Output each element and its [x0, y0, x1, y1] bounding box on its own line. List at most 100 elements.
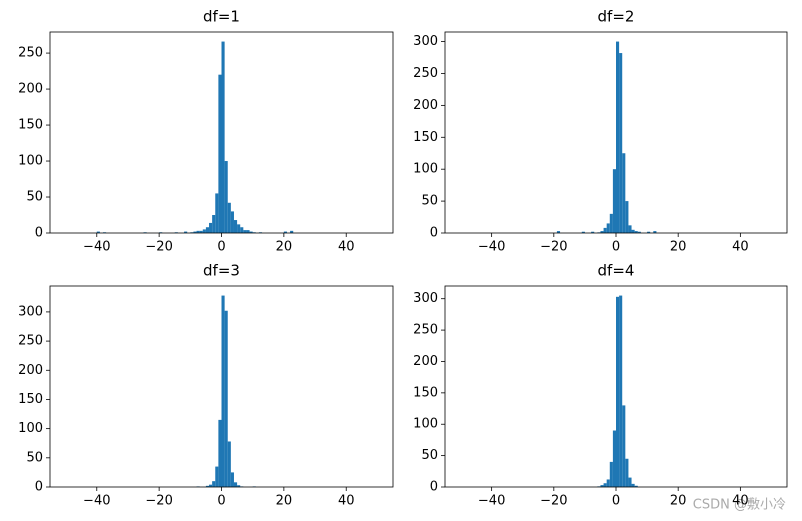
x-tick-label: 40: [338, 494, 355, 509]
bar: [237, 224, 241, 233]
bar: [218, 419, 222, 487]
y-tick-label: 100: [18, 421, 43, 436]
bar: [603, 227, 607, 233]
x-tick-label: −20: [540, 240, 567, 255]
bar: [240, 227, 244, 233]
bar: [212, 481, 216, 487]
y-tick-label: 150: [413, 130, 438, 145]
bar: [637, 231, 641, 233]
subplot-title: df=3: [203, 262, 240, 280]
bar: [230, 472, 234, 487]
subplot-title: df=1: [203, 8, 240, 26]
bar: [218, 74, 222, 233]
x-tick-label: −20: [145, 240, 172, 255]
bar: [290, 230, 294, 233]
bar: [628, 477, 632, 487]
y-tick-label: 250: [413, 323, 438, 338]
bar: [609, 461, 613, 487]
x-tick-label: 0: [217, 494, 225, 509]
bar: [647, 231, 651, 233]
x-tick-label: −40: [83, 240, 110, 255]
bar: [625, 458, 629, 487]
y-tick-label: 300: [413, 34, 438, 49]
bar: [609, 213, 613, 233]
x-tick-label: 20: [670, 240, 687, 255]
y-tick-label: 200: [18, 363, 43, 378]
bar: [619, 295, 623, 487]
x-tick-label: 20: [276, 494, 293, 509]
bar: [215, 193, 219, 233]
bar: [612, 169, 616, 233]
y-tick-label: 150: [18, 118, 43, 133]
y-tick-label: 300: [18, 304, 43, 319]
y-tick-label: 0: [430, 226, 438, 241]
bar: [606, 223, 610, 233]
bar: [243, 230, 247, 233]
bar: [199, 230, 203, 233]
bar: [634, 231, 638, 233]
y-tick-label: 50: [26, 190, 43, 205]
bar: [600, 231, 604, 233]
bar: [221, 295, 225, 487]
bar: [622, 405, 626, 487]
x-tick-label: −40: [478, 240, 505, 255]
y-tick-label: 200: [413, 354, 438, 369]
bar: [628, 225, 632, 233]
x-tick-label: −20: [540, 494, 567, 509]
x-tick-label: 0: [217, 240, 225, 255]
bar: [209, 222, 213, 233]
y-tick-label: 200: [18, 82, 43, 97]
bar: [612, 430, 616, 487]
x-tick-label: −40: [83, 494, 110, 509]
bar: [619, 53, 623, 233]
bar: [616, 296, 620, 487]
bar: [205, 485, 210, 487]
bar: [237, 485, 241, 487]
bar: [634, 485, 638, 487]
bar: [556, 231, 561, 233]
y-tick-label: 150: [18, 392, 43, 407]
y-tick-label: 300: [413, 291, 438, 306]
y-tick-label: 200: [413, 98, 438, 113]
x-tick-label: 40: [338, 240, 355, 255]
x-tick-label: 40: [732, 240, 749, 255]
x-tick-label: −20: [145, 494, 172, 509]
y-tick-label: 100: [413, 417, 438, 432]
subplot-title: df=4: [598, 262, 635, 280]
bar: [202, 229, 206, 233]
bar: [625, 201, 629, 233]
bar: [249, 231, 253, 233]
bar: [246, 230, 250, 233]
bar: [233, 220, 238, 233]
bar: [221, 41, 225, 234]
bar: [606, 479, 610, 487]
y-tick-label: 50: [421, 194, 438, 209]
bar: [215, 466, 219, 487]
bar: [603, 483, 607, 487]
y-tick-label: 100: [413, 162, 438, 177]
x-tick-label: 0: [612, 494, 620, 509]
bar: [205, 227, 210, 233]
y-tick-label: 100: [18, 154, 43, 169]
bar: [591, 231, 595, 233]
x-tick-label: 20: [670, 494, 687, 509]
y-tick-label: 50: [26, 450, 43, 465]
subplot-title: df=2: [598, 8, 635, 26]
bar: [283, 231, 287, 233]
watermark: CSDN @敷小冷: [693, 498, 786, 513]
bar: [616, 41, 620, 234]
x-tick-label: 40: [732, 494, 749, 509]
x-tick-label: 20: [276, 240, 293, 255]
bar: [230, 211, 234, 233]
y-tick-label: 0: [430, 480, 438, 495]
y-tick-label: 250: [18, 334, 43, 349]
y-tick-label: 250: [413, 66, 438, 81]
bar: [622, 153, 626, 233]
bar: [227, 202, 231, 233]
x-tick-label: 0: [612, 240, 620, 255]
bar: [196, 230, 200, 233]
y-tick-label: 250: [18, 46, 43, 61]
bar: [224, 310, 228, 487]
